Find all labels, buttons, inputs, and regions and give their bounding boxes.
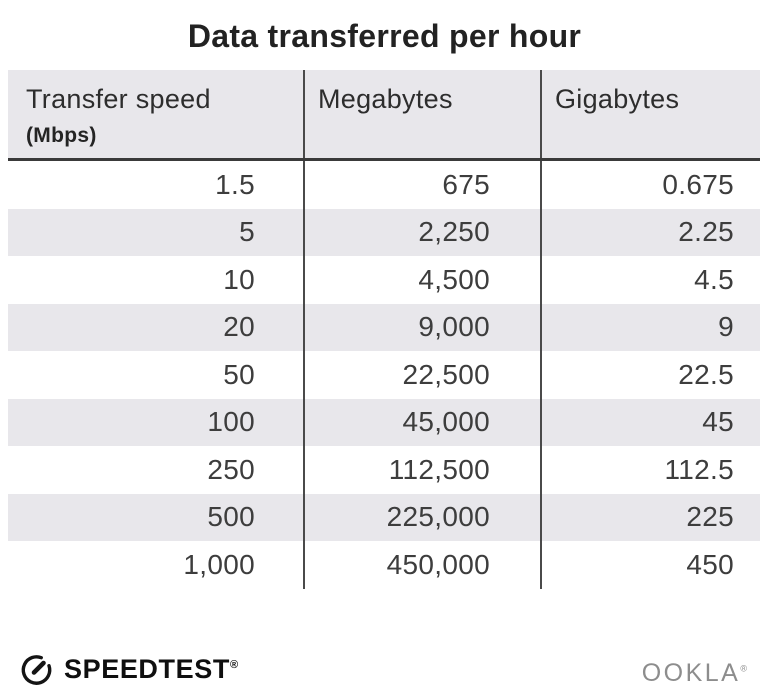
gigabytes-cell: 112.5	[540, 446, 760, 494]
speedtest-wordmark: SPEEDTEST®	[64, 654, 239, 685]
table-row: 1.5 675 0.675	[8, 161, 760, 209]
megabytes-cell: 4,500	[303, 256, 540, 304]
table-body: 1.5 675 0.675 5 2,250 2.25 10 4,500 4.5 20 9,000 9 5…	[8, 161, 760, 589]
table-row: 100 45,000 45	[8, 398, 760, 446]
page-title: Data transferred per hour	[187, 18, 582, 54]
speed-cell: 100	[207, 406, 255, 438]
speed-cell: 250	[207, 453, 255, 485]
gigabytes-cell: 450	[540, 541, 760, 589]
column-header-label: Transfer speed	[26, 84, 211, 114]
table-row: 5 2,250 2.25	[8, 208, 760, 256]
gigabytes-cell: 225	[540, 493, 760, 541]
speed-cell: 1,000	[183, 548, 255, 580]
column-header-label: Gigabytes	[555, 84, 680, 114]
table-row: 1,000 450,000 450	[8, 541, 760, 589]
speedtest-text: SPEEDTEST	[64, 654, 230, 684]
column-header-transfer-speed: Transfer speed (Mbps)	[8, 70, 303, 158]
gauge-icon	[18, 651, 55, 688]
registered-mark: ®	[229, 659, 239, 671]
speed-cell: 5	[239, 216, 255, 248]
speed-cell: 500	[207, 501, 255, 533]
column-header-gigabytes: Gigabytes	[540, 70, 760, 158]
megabytes-cell: 450,000	[303, 541, 540, 589]
table-row: 10 4,500 4.5	[8, 256, 760, 304]
column-header-label: Megabytes	[318, 84, 453, 114]
ookla-text: OOKLA	[641, 659, 741, 687]
gigabytes-cell: 22.5	[540, 351, 760, 399]
megabytes-cell: 45,000	[303, 398, 540, 446]
gigabytes-cell: 45	[540, 398, 760, 446]
speedtest-logo: SPEEDTEST®	[18, 651, 239, 688]
gigabytes-cell: 2.25	[540, 208, 760, 256]
gigabytes-cell: 4.5	[540, 256, 760, 304]
ookla-logo: OOKLA®	[642, 659, 747, 688]
table-header-row: Transfer speed (Mbps) Megabytes Gigabyte…	[8, 70, 760, 161]
table-row: 250 112,500 112.5	[8, 446, 760, 494]
gigabytes-cell: 0.675	[540, 161, 760, 209]
registered-mark: ®	[740, 663, 747, 674]
speed-cell: 1.5	[215, 168, 255, 200]
data-table: Transfer speed (Mbps) Megabytes Gigabyte…	[8, 70, 760, 589]
speed-cell: 10	[223, 263, 255, 295]
megabytes-cell: 112,500	[303, 446, 540, 494]
megabytes-cell: 675	[303, 161, 540, 209]
megabytes-cell: 22,500	[303, 351, 540, 399]
table-row: 20 9,000 9	[8, 303, 760, 351]
table-row: 500 225,000 225	[8, 493, 760, 541]
speed-cell: 50	[223, 358, 255, 390]
column-header-unit: (Mbps)	[26, 124, 97, 147]
table-row: 50 22,500 22.5	[8, 351, 760, 399]
speed-cell: 20	[223, 311, 255, 343]
gigabytes-cell: 9	[540, 303, 760, 351]
column-header-megabytes: Megabytes	[303, 70, 540, 158]
megabytes-cell: 9,000	[303, 303, 540, 351]
megabytes-cell: 2,250	[303, 208, 540, 256]
megabytes-cell: 225,000	[303, 493, 540, 541]
